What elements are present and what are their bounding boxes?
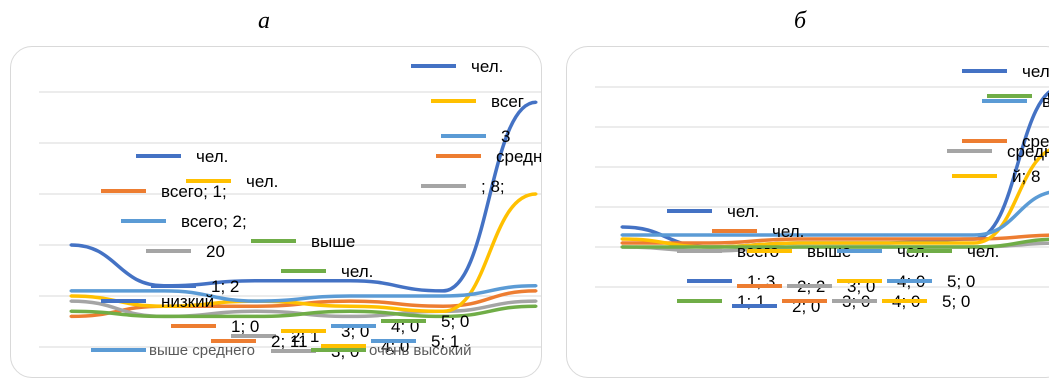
data-label: 1; 1	[737, 292, 765, 311]
data-point	[69, 289, 73, 293]
data-label: всего; 1;	[161, 182, 227, 201]
data-label: чел.	[341, 262, 373, 281]
data-point	[884, 233, 888, 237]
data-point	[69, 299, 73, 303]
data-point	[69, 294, 73, 298]
data-point	[255, 314, 259, 318]
data-point	[534, 289, 538, 293]
data-point	[348, 299, 352, 303]
data-label: выше	[807, 242, 851, 261]
data-point	[348, 279, 352, 283]
data-label: 5; 0	[942, 292, 970, 311]
data-point	[348, 304, 352, 308]
data-point	[162, 314, 166, 318]
data-label: чел.	[246, 172, 278, 191]
data-point	[534, 100, 538, 104]
series-line-5	[70, 304, 537, 319]
panel-label-a: а	[258, 8, 270, 34]
data-point	[534, 304, 538, 308]
data-label: 1; 0	[231, 317, 259, 336]
data-point	[620, 237, 624, 241]
chart-a-frame: чел. всего; 1; 20 чел. всего; 2; чел. чел. сред…	[10, 46, 542, 378]
data-label: чел.	[1022, 62, 1049, 81]
series-line-4	[71, 284, 537, 303]
data-label: выше	[311, 232, 355, 251]
data-point	[255, 309, 259, 313]
data-label: й; 8	[1012, 167, 1040, 186]
data-label: чел.	[471, 57, 503, 76]
data-point	[620, 225, 624, 229]
data-point	[796, 241, 800, 245]
chart-a: чел. всего; 1; 20 чел. всего; 2; чел. чел. сред…	[39, 57, 541, 361]
panel-label-b: б	[794, 8, 807, 34]
chart-b: чел.чел.всеговышечел.чел.чел.сресреднй; …	[595, 62, 1049, 316]
data-point	[972, 237, 976, 241]
data-label: 1; 2	[211, 277, 239, 296]
data-label: ; 8;	[481, 177, 505, 196]
data-label: 5; 1	[431, 332, 459, 351]
chart-b-frame: чел.чел.всеговышечел.чел.чел.сресреднй; …	[566, 46, 1049, 378]
data-point	[708, 245, 712, 249]
data-point	[884, 241, 888, 245]
data-point	[972, 245, 976, 249]
data-point	[441, 289, 445, 293]
data-label: всег	[491, 92, 524, 111]
data-point	[255, 304, 259, 308]
data-label: чел.	[727, 202, 759, 221]
data-point	[348, 294, 352, 298]
data-point	[441, 304, 445, 308]
data-label: всего; 2;	[181, 212, 247, 231]
data-point	[884, 245, 888, 249]
data-label: 1; 3	[747, 272, 775, 291]
data-label: сре	[1022, 132, 1049, 151]
data-point	[534, 192, 538, 196]
data-point	[620, 241, 624, 245]
data-point	[441, 309, 445, 313]
data-point	[162, 304, 166, 308]
data-point	[708, 233, 712, 237]
legend-label: очень высокий	[369, 342, 472, 359]
data-label: вс	[1042, 92, 1049, 111]
data-label: средн	[496, 147, 541, 166]
data-label: 3	[501, 127, 510, 146]
data-label: чел.	[772, 222, 804, 241]
data-point	[534, 284, 538, 288]
data-point	[796, 233, 800, 237]
data-point	[255, 279, 259, 283]
data-point	[884, 237, 888, 241]
data-point	[972, 233, 976, 237]
data-point	[69, 309, 73, 313]
data-point	[708, 241, 712, 245]
data-point	[796, 245, 800, 249]
data-point	[972, 241, 976, 245]
data-label: низкий	[161, 292, 214, 311]
data-label: чел.	[196, 147, 228, 166]
data-point	[348, 309, 352, 313]
data-point	[348, 314, 352, 318]
data-point	[441, 294, 445, 298]
data-point	[441, 314, 445, 318]
series-line-3	[70, 192, 537, 314]
data-label: 5; 0	[947, 272, 975, 291]
data-point	[620, 245, 624, 249]
series-line-4	[622, 190, 1049, 237]
data-point	[796, 237, 800, 241]
data-label: 2; 11	[271, 332, 308, 351]
series-line-3	[621, 148, 1049, 249]
data-label: 5; 0	[441, 312, 469, 331]
legend-label: выше среднего	[149, 342, 255, 359]
data-label: 20	[206, 242, 225, 261]
data-label: чел.	[967, 242, 999, 261]
series-line-0	[70, 100, 537, 293]
data-point	[620, 233, 624, 237]
data-label: ч	[1047, 87, 1049, 106]
data-point	[69, 243, 73, 247]
data-point	[69, 314, 73, 318]
data-point	[534, 299, 538, 303]
data-point	[255, 299, 259, 303]
data-label: средн	[1007, 142, 1049, 161]
data-point	[162, 289, 166, 293]
series-line-5	[622, 237, 1049, 249]
